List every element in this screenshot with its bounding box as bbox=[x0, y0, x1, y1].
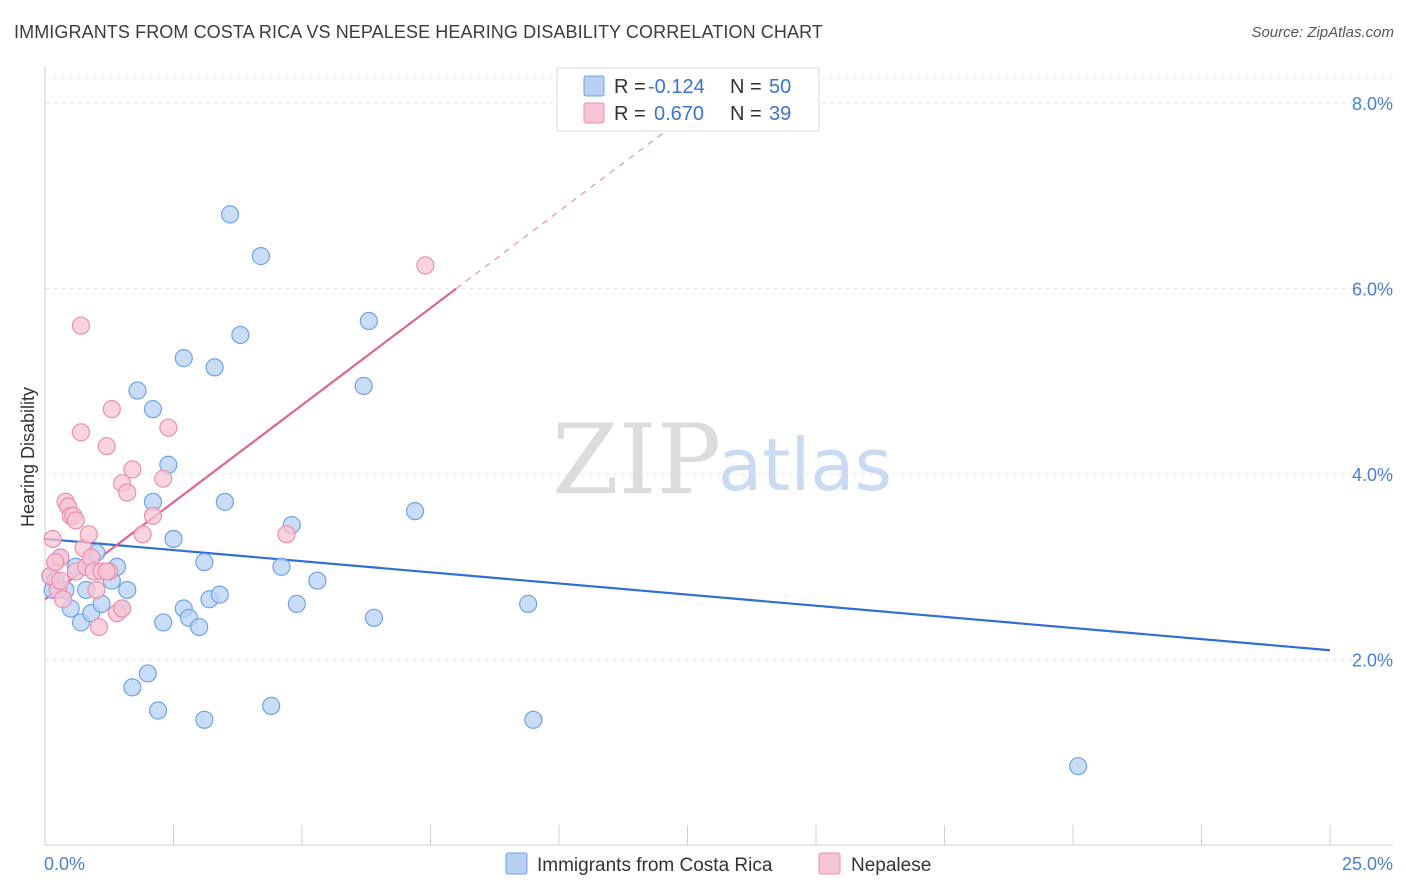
y-tick-label-1: 4.0% bbox=[1352, 465, 1393, 485]
data-points bbox=[41, 205, 1088, 776]
data-point bbox=[53, 590, 73, 609]
y-axis-title: Hearing Disability bbox=[18, 387, 38, 527]
legend-n-value-1: 39 bbox=[769, 103, 791, 125]
y-tick-label-2: 6.0% bbox=[1352, 280, 1393, 300]
watermark-atlas: atlas bbox=[718, 423, 892, 507]
data-point bbox=[46, 553, 65, 572]
data-point bbox=[148, 701, 168, 720]
data-point bbox=[1069, 757, 1088, 776]
axes bbox=[44, 66, 1393, 846]
data-point bbox=[123, 460, 142, 479]
data-point bbox=[164, 529, 183, 549]
x-tick-label-max: 25.0% bbox=[1342, 854, 1393, 874]
data-point bbox=[287, 594, 306, 613]
legend-r-value-1: 0.670 bbox=[654, 103, 704, 125]
data-point bbox=[71, 423, 91, 442]
data-point bbox=[118, 580, 137, 600]
data-point bbox=[138, 664, 157, 683]
legend-r-label-1: R = bbox=[614, 103, 646, 125]
legend-bottom-swatch-blue bbox=[505, 852, 528, 875]
data-point bbox=[220, 205, 240, 224]
data-point bbox=[524, 710, 543, 729]
data-point bbox=[123, 678, 142, 697]
data-point bbox=[118, 483, 137, 502]
data-point bbox=[308, 571, 327, 590]
watermark-zip: ZIP bbox=[552, 404, 721, 516]
legend-top: R = -0.124 N = 50 R = 0.670 N = 39 bbox=[556, 67, 820, 132]
legend-swatch-pink bbox=[583, 102, 605, 124]
data-point bbox=[43, 529, 62, 549]
data-point bbox=[205, 358, 224, 377]
x-tick-label-min: 0.0% bbox=[44, 854, 85, 874]
data-point bbox=[51, 571, 70, 590]
data-point bbox=[251, 247, 270, 266]
data-point bbox=[405, 502, 425, 521]
legend-r-label-0: R = bbox=[614, 76, 646, 98]
data-point bbox=[97, 437, 116, 456]
data-point bbox=[71, 316, 91, 335]
series-nepalese bbox=[41, 256, 435, 637]
source-label: Source: ZipAtlas.com bbox=[1251, 24, 1394, 41]
data-point bbox=[231, 325, 250, 345]
trend-line-nepalese-extension bbox=[455, 102, 704, 290]
legend-swatch-blue bbox=[583, 75, 605, 97]
data-point bbox=[364, 608, 384, 627]
trend-line-costa-rica bbox=[44, 537, 1331, 652]
data-point bbox=[133, 525, 152, 544]
data-point bbox=[112, 599, 132, 618]
legend-bottom: Immigrants from Costa Rica Nepalese bbox=[505, 852, 931, 876]
data-point bbox=[354, 376, 373, 396]
y-tick-label-3: 8.0% bbox=[1352, 94, 1393, 114]
data-point bbox=[359, 311, 378, 331]
data-point bbox=[210, 585, 229, 604]
data-point bbox=[128, 381, 147, 400]
legend-n-label-0: N = bbox=[730, 76, 762, 98]
data-point bbox=[143, 506, 163, 525]
legend-bottom-swatch-pink bbox=[818, 852, 841, 875]
grid-lines bbox=[45, 77, 1393, 661]
data-point bbox=[154, 613, 173, 632]
trend-lines bbox=[44, 102, 1331, 652]
legend-bottom-label-1: Nepalese bbox=[851, 855, 931, 876]
data-point bbox=[89, 617, 109, 637]
trend-line-nepalese bbox=[44, 287, 457, 601]
data-point bbox=[416, 256, 435, 275]
watermark: ZIP atlas bbox=[552, 404, 892, 516]
data-point bbox=[272, 557, 291, 576]
y-tick-labels: 2.0% 4.0% 6.0% 8.0% bbox=[1352, 94, 1393, 670]
legend-bottom-label-0: Immigrants from Costa Rica bbox=[537, 855, 773, 876]
data-point bbox=[154, 469, 173, 488]
data-point bbox=[79, 525, 98, 544]
data-point bbox=[87, 580, 106, 600]
data-point bbox=[143, 400, 163, 419]
data-point bbox=[190, 617, 209, 637]
data-point bbox=[66, 511, 85, 530]
data-point bbox=[97, 562, 116, 581]
data-point bbox=[102, 400, 121, 419]
data-point bbox=[159, 418, 178, 437]
legend-r-value-0: -0.124 bbox=[648, 76, 705, 98]
data-point bbox=[277, 525, 296, 544]
data-point bbox=[215, 492, 234, 511]
data-point bbox=[262, 696, 281, 715]
data-point bbox=[195, 710, 214, 729]
y-tick-label-0: 2.0% bbox=[1352, 651, 1393, 671]
chart-title: IMMIGRANTS FROM COSTA RICA VS NEPALESE H… bbox=[14, 22, 823, 42]
data-point bbox=[519, 594, 538, 613]
data-point bbox=[195, 553, 214, 572]
legend-n-value-0: 50 bbox=[769, 76, 791, 98]
data-point bbox=[174, 349, 193, 368]
legend-n-label-1: N = bbox=[730, 103, 762, 125]
